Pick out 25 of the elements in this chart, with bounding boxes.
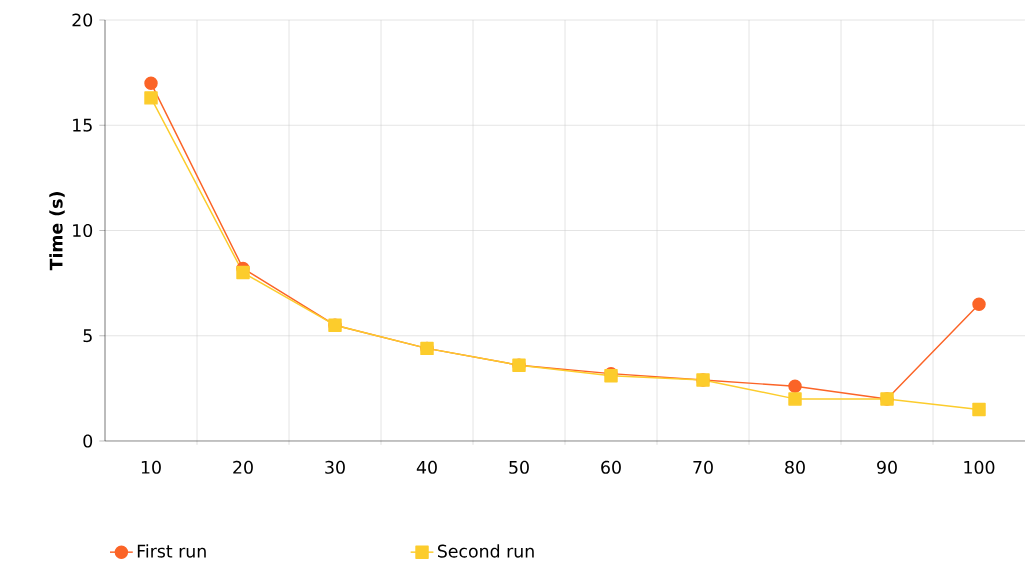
x-tick-label: 10 — [141, 460, 161, 474]
y-axis-title: Time (s) — [49, 192, 65, 271]
y-tick-label: 5 — [83, 329, 92, 343]
y-tick-label: 0 — [83, 434, 93, 448]
legend-label: Second run — [437, 544, 534, 558]
x-tick-label: 100 — [964, 460, 995, 474]
x-tick-label: 40 — [416, 460, 437, 474]
x-tick-label: 90 — [877, 460, 897, 474]
x-tick-label: 50 — [509, 460, 529, 474]
y-tick-label: 20 — [72, 13, 93, 27]
x-tick-label: 30 — [325, 460, 345, 474]
point — [788, 392, 802, 406]
x-tick-label: 60 — [601, 460, 621, 474]
point — [972, 402, 986, 417]
point — [144, 76, 158, 90]
x-tick-label: 70 — [693, 460, 713, 474]
x-tick-label: 20 — [233, 460, 253, 474]
point — [972, 297, 986, 311]
y-tick-label: 15 — [73, 118, 92, 132]
point — [144, 91, 158, 105]
point — [236, 265, 250, 280]
point — [788, 379, 802, 394]
y-tick-label: 10 — [73, 223, 93, 238]
x-tick-label: 80 — [785, 460, 805, 474]
legend-label: First run — [137, 544, 206, 558]
